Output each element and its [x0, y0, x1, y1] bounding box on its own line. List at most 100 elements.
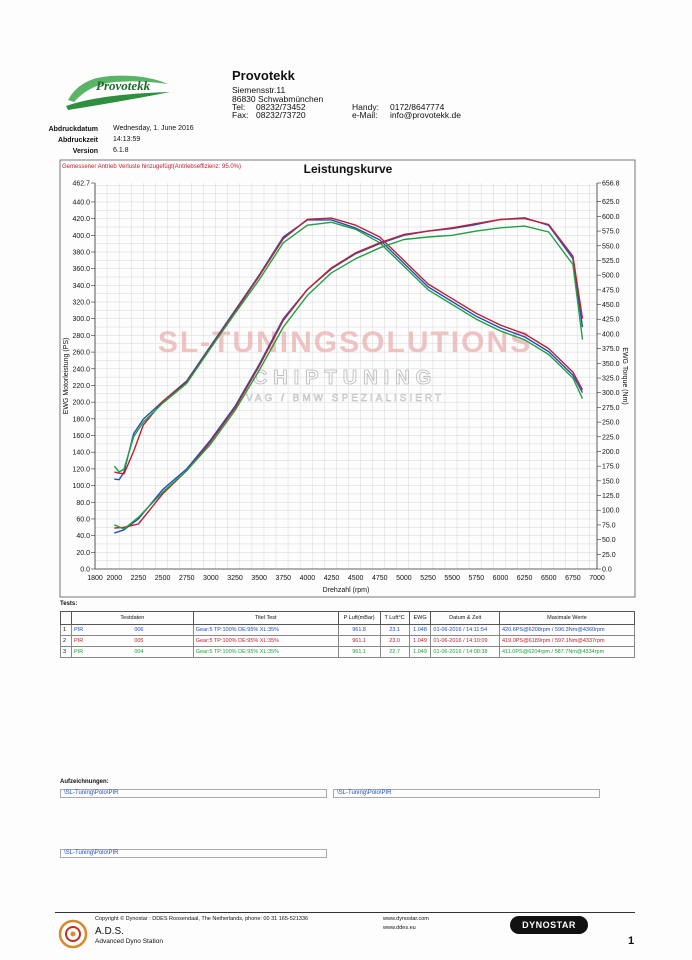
y-left-tick-label: 180.0 [72, 416, 90, 423]
torque-line [114, 217, 584, 475]
col-testdaten: Testdaten [71, 611, 194, 625]
row-t-luft: 23.0 [379, 635, 410, 647]
y-left-tick-label: 380.0 [72, 249, 90, 256]
y-right-tick-label: 450.0 [602, 302, 620, 309]
footer-copyright: Copyright © Dynostar : DDES Roosendaal, … [95, 916, 309, 922]
table-row[interactable]: 3 PIR 004 Gear:5 TP:100% DE:95% XL:35% 9… [60, 646, 635, 658]
row-max: 411.0PS@6204rpm / 587.7Nm@4334rpm [499, 646, 635, 658]
email-label: e-Mail: [352, 110, 378, 120]
x-tick-label: 1800 [87, 575, 103, 582]
x-tick-label: 4750 [372, 575, 388, 582]
row-max: 420.6PS@6208rpm / 596.3Nm@4360rpm [499, 624, 635, 636]
y-left-tick-label: 60.0 [76, 516, 90, 523]
row-ewg: 1.048 [408, 624, 432, 636]
chart-title: Leistungskurve [304, 162, 393, 176]
col-titel: Titel Test [192, 611, 339, 625]
y-right-tick-label: 400.0 [602, 331, 620, 338]
y-left-tick-label: 40.0 [76, 533, 90, 540]
handy-value: 0172/8647774 [390, 102, 445, 112]
y-right-tick-label: 125.0 [602, 493, 620, 500]
col-num [60, 611, 72, 625]
row-p-luft: 961.8 [337, 624, 381, 636]
x-tick-label: 6500 [541, 575, 557, 582]
row-title: Gear:5 TP:100% DE:95% XL:35% [192, 635, 339, 647]
col-ewg: EWG [408, 611, 432, 625]
x-tick-label: 7000 [589, 575, 605, 582]
y-right-tick-label: 425.0 [602, 317, 620, 324]
provotekk-logo: Provotekk [66, 75, 170, 110]
row-p-luft: 961.1 [337, 635, 381, 647]
row-name: PIR [71, 635, 133, 647]
table-row[interactable]: 1 PIR 006 Gear:5 TP:100% DE:95% XL:35% 9… [60, 624, 635, 636]
y-right-tick-label: 275.0 [602, 405, 620, 412]
footer-web-ddes[interactable]: www.ddes.eu [383, 925, 416, 931]
y-left-tick-label: 340.0 [72, 283, 90, 290]
x-tick-label: 4250 [324, 575, 340, 582]
tel-value: 08232/73452 [256, 102, 306, 112]
row-number: 3 [60, 646, 72, 658]
footer-brand: A.D.S. [95, 926, 124, 937]
row-number: 1 [60, 624, 72, 636]
fax-label: Fax: [232, 110, 249, 120]
tests-table: Testdaten Titel Test P Luft(mBar) T Luft… [60, 611, 635, 658]
x-tick-label: 5250 [420, 575, 436, 582]
y-right-tick-label: 200.0 [602, 449, 620, 456]
y-right-tick-label: 325.0 [602, 375, 620, 382]
torque-line [113, 221, 584, 473]
y-right-tick-label: 350.0 [602, 361, 620, 368]
note-field-3[interactable]: \SL-Tuning\Polo\PIR [60, 849, 327, 858]
y-left-tick-label: 360.0 [72, 266, 90, 273]
company-name: Provotekk [232, 68, 295, 83]
y-left-tick-label: 462.7 [72, 181, 90, 188]
handy-label: Handy: [352, 102, 379, 112]
row-id: 005 [132, 635, 194, 647]
print-date-label: Abdruckdatum [48, 126, 98, 133]
y-right-tick-label: 250.0 [602, 420, 620, 427]
row-datetime: 01-06-2016 / 14:08:38 [430, 646, 500, 658]
y-axis-left-label: EWG Motorleistung (PS) [63, 338, 70, 415]
y-right-tick-label: 656.8 [602, 181, 620, 188]
y-left-tick-label: 240.0 [72, 366, 90, 373]
y-left-tick-label: 20.0 [76, 550, 90, 557]
dynostar-logo: DYNOSTAR [510, 916, 588, 934]
y-right-tick-label: 100.0 [602, 508, 620, 515]
table-row[interactable]: 2 PIR 005 Gear:5 TP:100% DE:95% XL:35% 9… [60, 635, 635, 647]
x-tick-label: 2000 [107, 575, 123, 582]
tests-label: Tests: [60, 601, 78, 607]
note-field-2[interactable]: \SL-Tuning\Polo\PIR [333, 789, 600, 798]
svg-text:Provotekk: Provotekk [96, 78, 151, 93]
row-max: 419.0PS@6189rpm / 597.1Nm@4337rpm [499, 635, 635, 647]
x-tick-label: 5750 [469, 575, 485, 582]
notes-label: Aufzeichnungen: [60, 779, 109, 785]
print-time-value: 14:13:59 [113, 136, 141, 143]
x-tick-label: 6750 [565, 575, 581, 582]
y-right-tick-label: 375.0 [602, 346, 620, 353]
footer-brand-sub: Advanced Dyno Station [95, 938, 163, 945]
fax-value: 08232/73720 [256, 110, 306, 120]
y-left-tick-label: 0.0 [80, 567, 90, 574]
row-t-luft: 22.7 [379, 646, 410, 658]
col-max: Maximale Werte [499, 611, 635, 625]
y-left-tick-label: 320.0 [72, 300, 90, 307]
row-name: PIR [71, 624, 133, 636]
email-value: info@provotekk.de [390, 110, 462, 120]
y-right-tick-label: 475.0 [602, 287, 620, 294]
row-p-luft: 961.1 [337, 646, 381, 658]
company-street: Siemensstr.11 [232, 85, 286, 95]
tel-label: Tel: [232, 102, 246, 112]
x-tick-label: 5000 [396, 575, 412, 582]
footer-web-dynostar[interactable]: www.dynostar.com [383, 916, 429, 922]
y-left-tick-label: 160.0 [72, 433, 90, 440]
y-right-tick-label: 175.0 [602, 464, 620, 471]
y-right-tick-label: 0.0 [602, 567, 612, 574]
x-tick-label: 3500 [251, 575, 267, 582]
y-right-tick-label: 300.0 [602, 390, 620, 397]
col-datum: Datum & Zeit [430, 611, 500, 625]
power-line [114, 225, 584, 530]
y-left-tick-label: 260.0 [72, 350, 90, 357]
note-field-1[interactable]: \SL-Tuning\Polo\PIR [60, 789, 327, 798]
x-tick-label: 4000 [300, 575, 316, 582]
row-name: PIR [71, 646, 133, 658]
y-left-tick-label: 400.0 [72, 233, 90, 240]
